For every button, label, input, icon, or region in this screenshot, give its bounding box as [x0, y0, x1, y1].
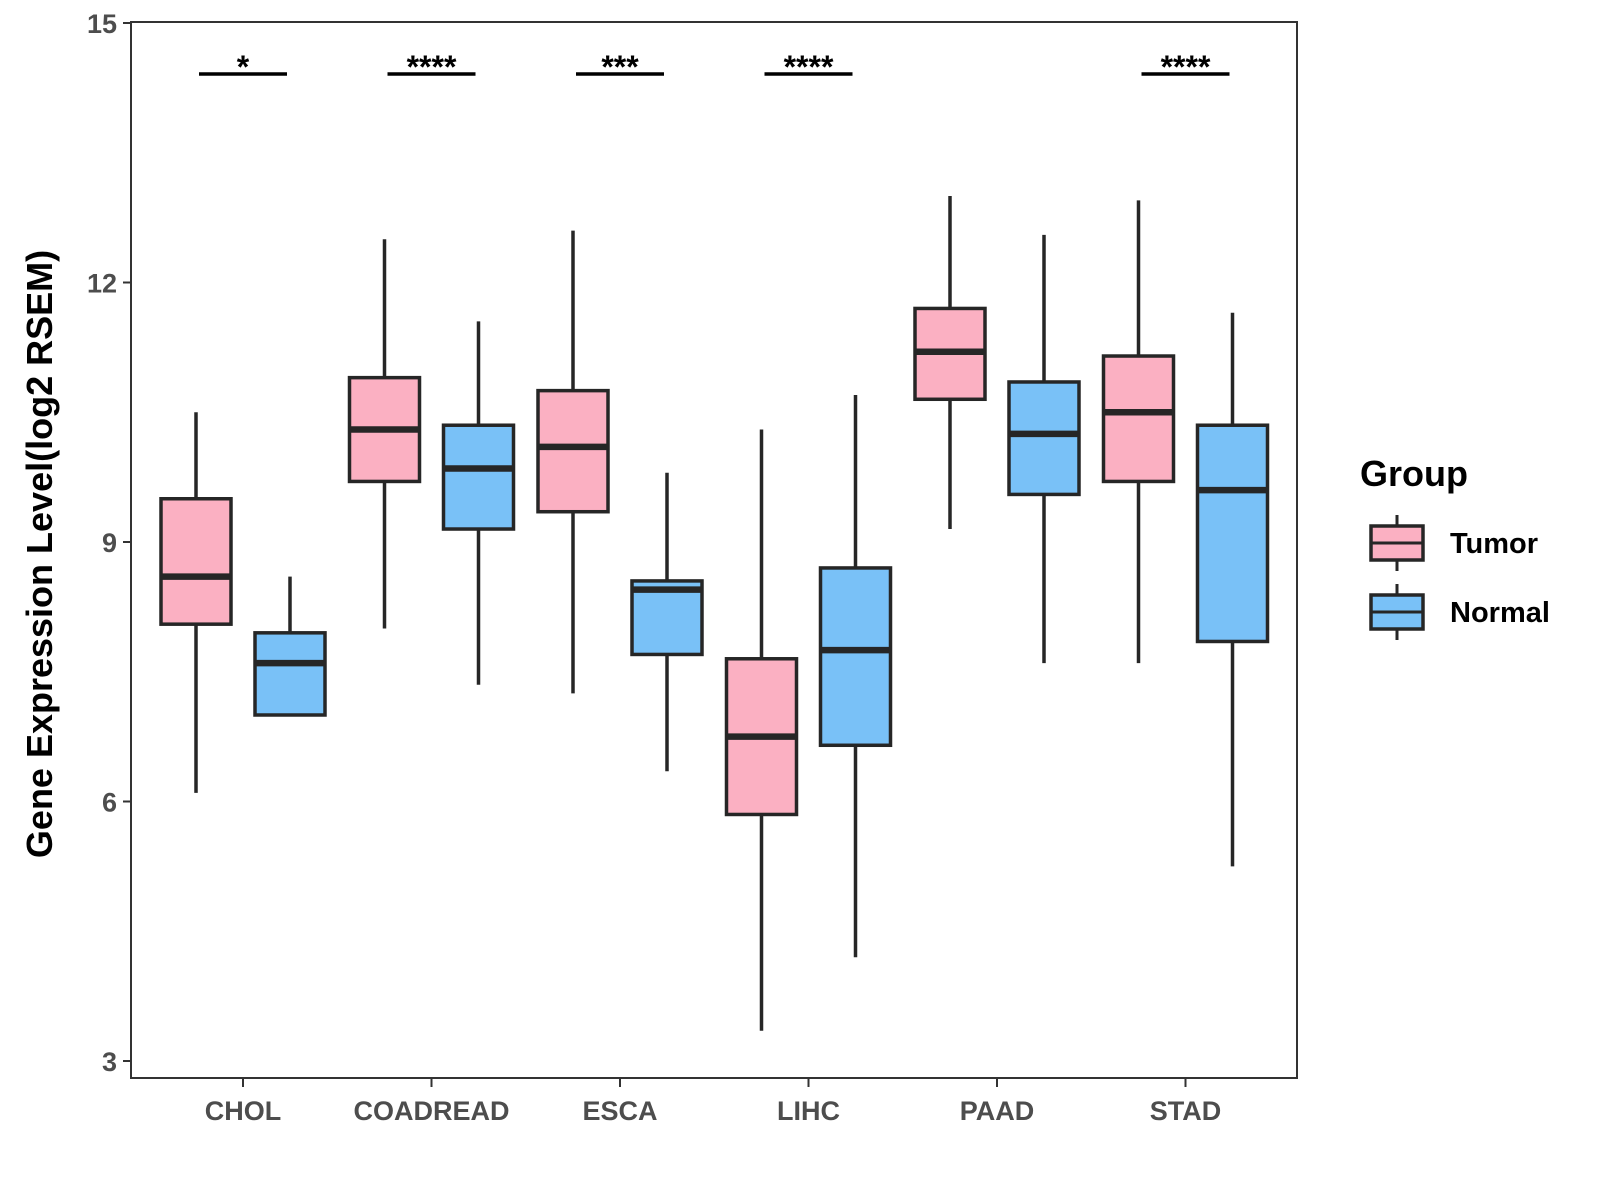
box-tumor-esca [536, 230, 610, 694]
x-tick-label: STAD [1150, 1096, 1222, 1126]
significance-label: **** [784, 49, 834, 85]
box-body [1195, 423, 1270, 644]
box-normal-chol [253, 576, 327, 717]
box-tumor-chol [159, 412, 233, 793]
y-tick-label: 9 [102, 528, 117, 558]
box-body [1101, 354, 1176, 484]
significance-label: * [237, 49, 250, 85]
box-normal-paad [1007, 234, 1081, 664]
y-tick-label: 6 [102, 788, 117, 818]
y-tick-label: 3 [102, 1047, 117, 1077]
box-normal-stad [1195, 312, 1270, 867]
box-body [536, 388, 610, 514]
y-axis-label: Gene Expression Level(log2 RSEM) [19, 250, 60, 858]
box-normal-esca [630, 472, 704, 772]
y-tick-label: 15 [87, 9, 117, 39]
box-tumor-lihc [724, 429, 799, 1031]
box-tumor-coadread [347, 239, 422, 629]
legend-label-normal: Normal [1450, 597, 1550, 629]
box-normal-lihc [818, 394, 893, 958]
panel-border [130, 21, 1298, 1079]
box-body [630, 579, 704, 657]
y-tick-label: 12 [87, 269, 117, 299]
legend-label-tumor: Tumor [1450, 528, 1538, 560]
box-body [253, 631, 327, 717]
box-body [1007, 380, 1081, 497]
box-body [159, 497, 233, 626]
box-normal-coadread [441, 321, 516, 685]
significance-label: **** [407, 49, 457, 85]
x-tick-label: LIHC [777, 1096, 840, 1126]
significance-label: **** [1161, 49, 1211, 85]
significance-label: *** [601, 49, 639, 85]
legend-title: Group [1360, 453, 1468, 494]
box-body [441, 423, 516, 531]
box-tumor-paad [913, 196, 987, 530]
x-tick-label: CHOL [205, 1096, 282, 1126]
box-tumor-stad [1101, 200, 1176, 664]
x-tick-label: PAAD [960, 1096, 1035, 1126]
legend: Group Tumor Normal [1360, 453, 1550, 640]
box-body [818, 566, 893, 748]
x-tick-label: COADREAD [353, 1096, 509, 1126]
x-tick-label: ESCA [582, 1096, 657, 1126]
